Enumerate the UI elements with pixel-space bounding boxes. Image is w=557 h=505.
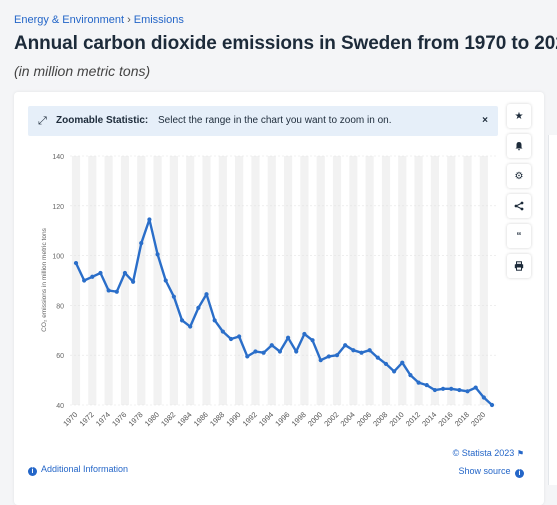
flag-icon: ⚑ [516, 449, 524, 458]
zoom-banner: ⤢ Zoomable Statistic: Select the range i… [28, 106, 498, 136]
quote-icon[interactable]: “ [507, 224, 531, 248]
info-icon: i [28, 467, 37, 476]
side-panel-edge [548, 135, 557, 485]
gear-icon[interactable]: ⚙ [507, 164, 531, 188]
copyright-link[interactable]: © Statista 2023 ⚑ [453, 448, 524, 458]
additional-information-link[interactable]: i Additional Information [28, 464, 128, 476]
star-icon[interactable]: ★ [507, 104, 531, 128]
zoom-expand-icon: ⤢ [38, 115, 47, 127]
breadcrumb: Energy & Environment › Emissions [14, 14, 184, 26]
page-subtitle: (in million metric tons) [14, 63, 151, 79]
zoom-banner-label: Zoomable Statistic: [56, 115, 149, 126]
page-title: Annual carbon dioxide emissions in Swede… [14, 33, 557, 54]
chart-card: ⤢ Zoomable Statistic: Select the range i… [14, 92, 544, 505]
show-source-link[interactable]: Show source i [458, 466, 524, 478]
breadcrumb-link-emissions[interactable]: Emissions [133, 14, 184, 26]
additional-information-label: Additional Information [41, 464, 129, 474]
copyright-label: © Statista 2023 [452, 448, 515, 458]
close-icon[interactable]: × [482, 115, 488, 126]
breadcrumb-link-energy[interactable]: Energy & Environment [14, 14, 125, 26]
zoom-banner-text: Select the range in the chart you want t… [158, 115, 392, 126]
print-icon[interactable] [507, 254, 531, 278]
breadcrumb-separator: › [127, 14, 131, 26]
share-icon[interactable] [507, 194, 531, 218]
bell-icon[interactable] [507, 134, 531, 158]
show-source-label: Show source [458, 466, 511, 476]
info-icon: i [515, 469, 524, 478]
